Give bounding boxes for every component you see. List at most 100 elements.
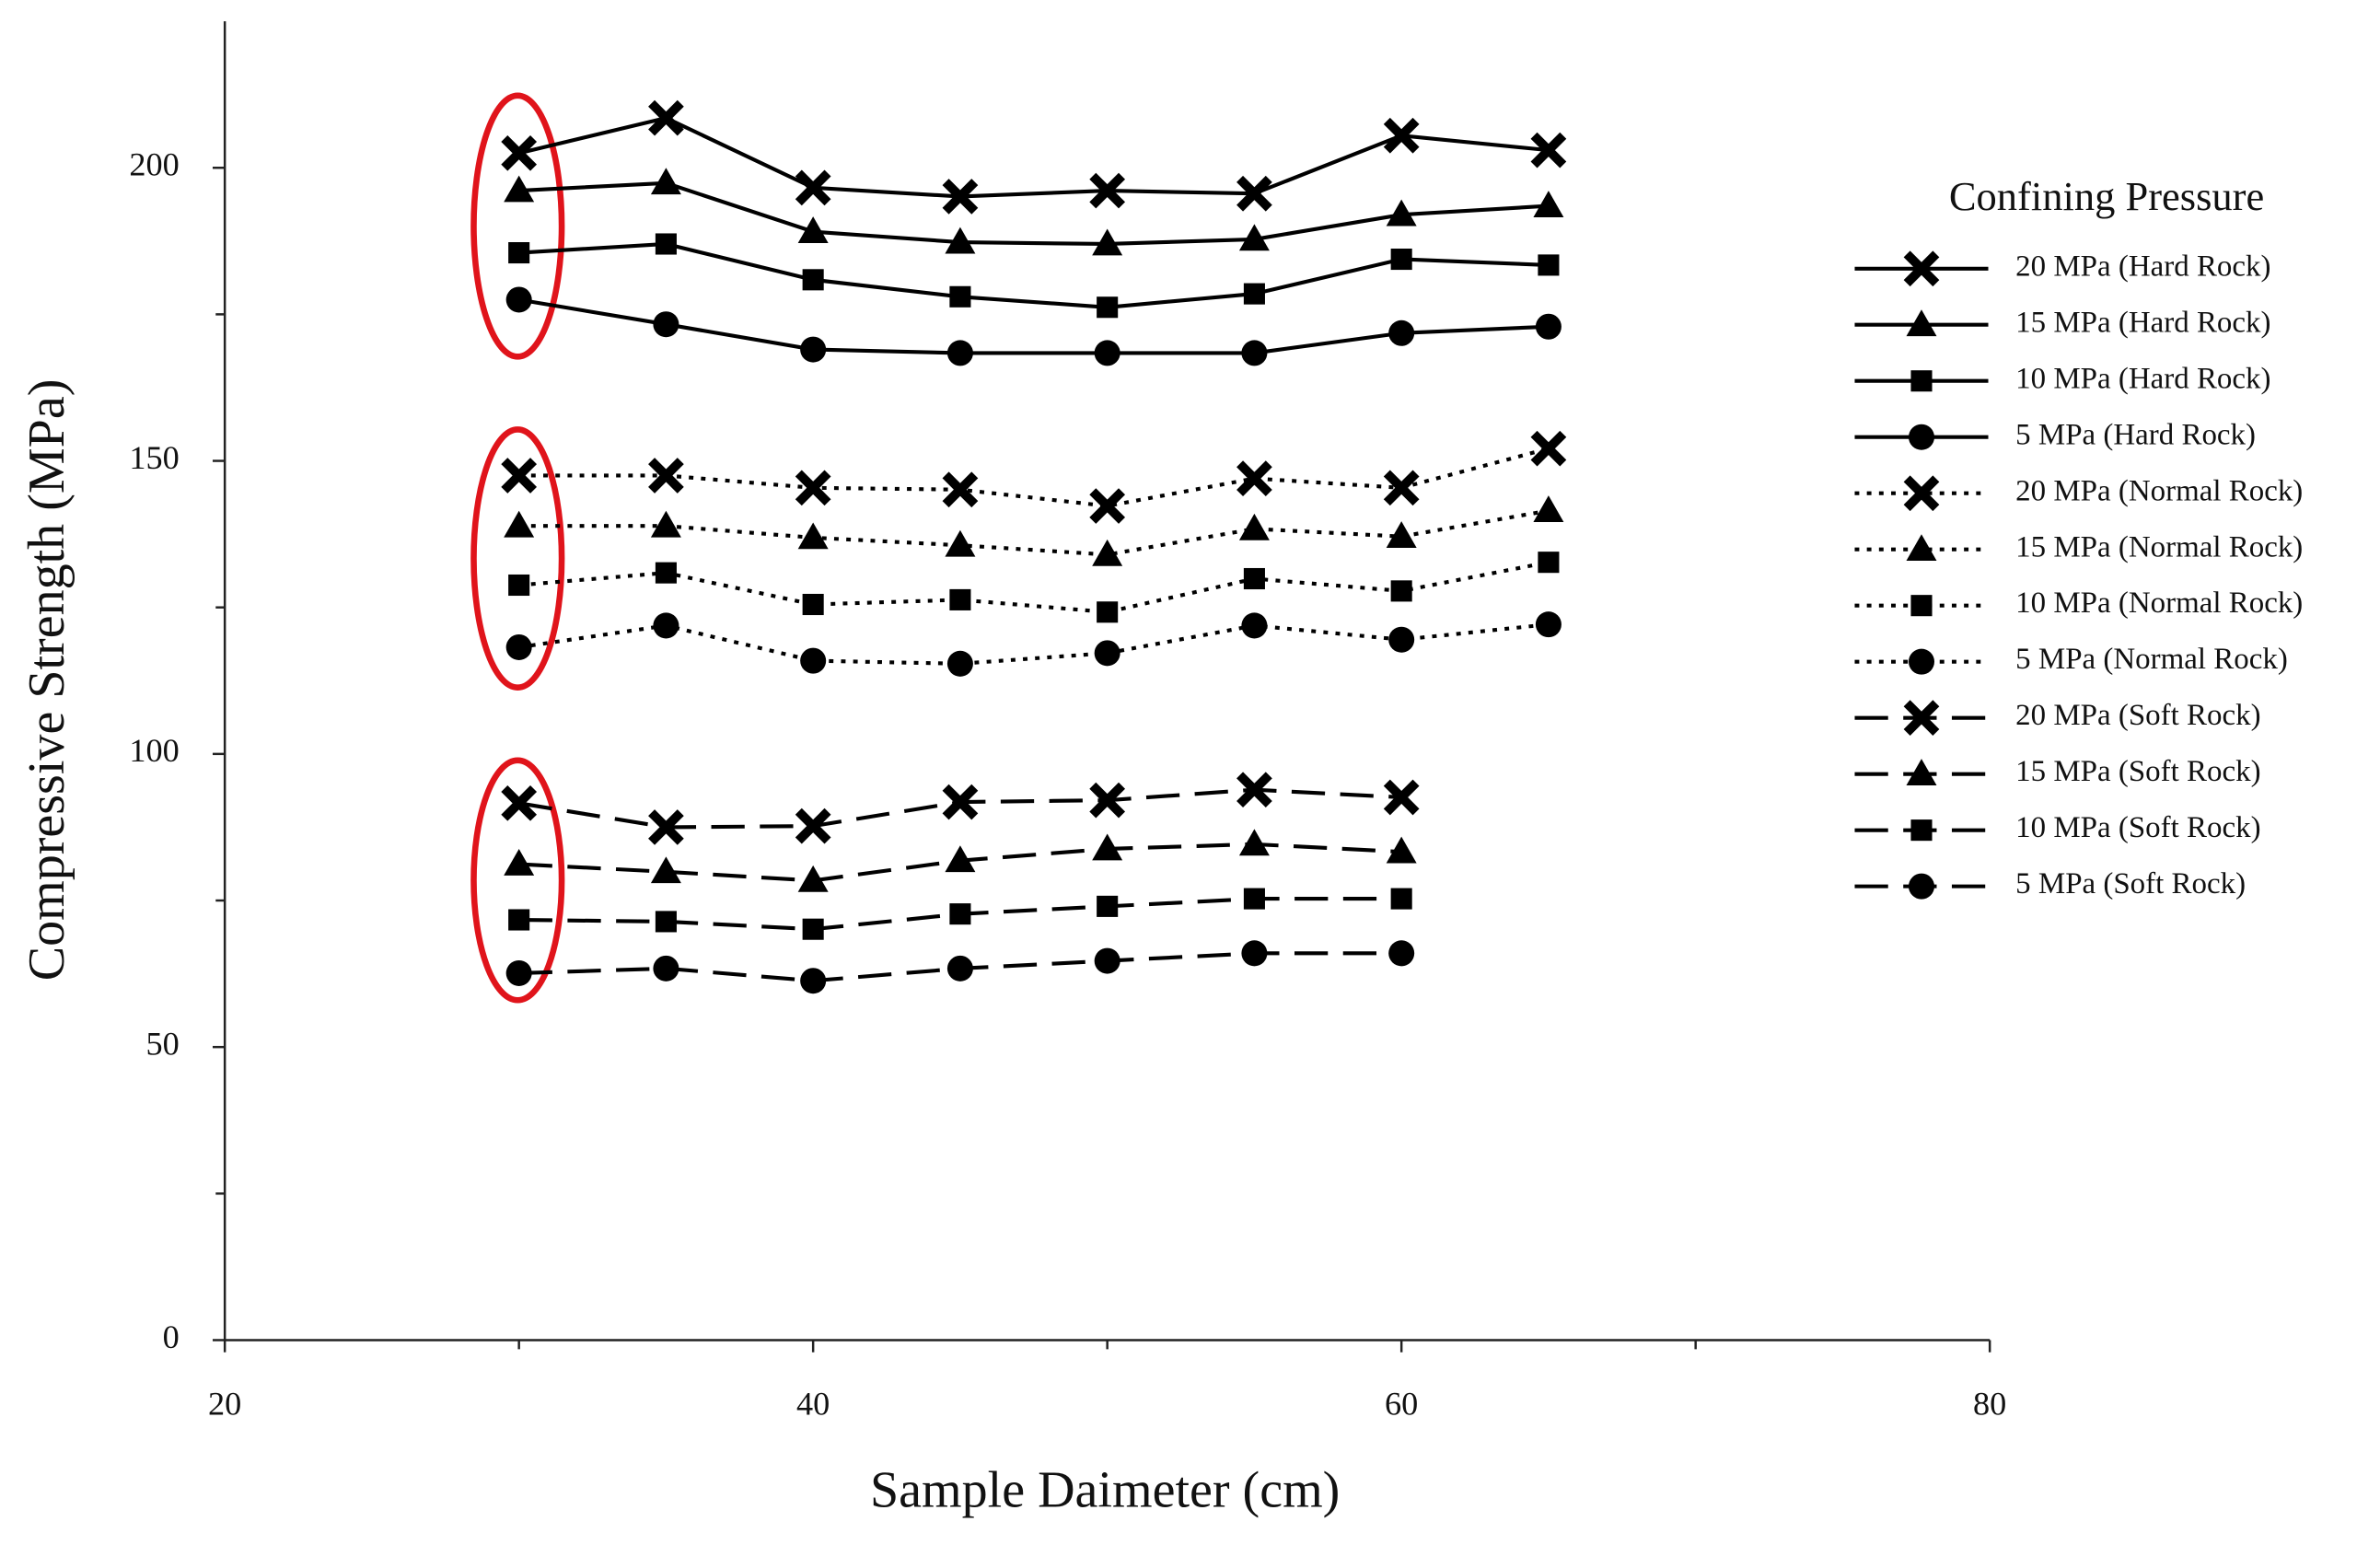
marker-triangle — [1092, 539, 1123, 566]
marker-square — [949, 588, 971, 610]
marker-triangle — [650, 510, 681, 538]
legend-label: 5 MPa (Soft Rock) — [2015, 867, 2246, 900]
marker-square — [1243, 567, 1265, 590]
marker-square — [1538, 254, 1560, 276]
marker-x — [1903, 250, 1940, 287]
marker-triangle — [1906, 534, 1937, 562]
marker-circle — [505, 959, 532, 986]
legend-label: 20 MPa (Normal Rock) — [2015, 474, 2303, 507]
series-line — [518, 508, 1550, 557]
marker-x — [1903, 700, 1940, 737]
marker-x — [942, 179, 979, 215]
marker-square — [508, 242, 530, 264]
legend-label: 20 MPa (Soft Rock) — [2015, 699, 2260, 732]
marker-x — [942, 471, 979, 508]
x-tick-label: 60 — [1385, 1385, 1418, 1422]
marker-circle — [1908, 424, 1935, 450]
marker-circle — [653, 311, 679, 338]
marker-circle — [653, 955, 679, 982]
marker-x — [1236, 175, 1272, 212]
series-line — [518, 560, 1550, 614]
marker-triangle — [1092, 228, 1123, 256]
marker-circle — [1094, 947, 1120, 974]
marker-x — [648, 809, 684, 845]
marker-triangle — [797, 865, 829, 892]
marker-square — [1390, 249, 1412, 271]
marker-triangle — [1238, 224, 1270, 251]
marker-triangle — [1906, 309, 1937, 337]
legend-label: 20 MPa (Hard Rock) — [2015, 250, 2270, 283]
marker-x — [942, 784, 979, 820]
highlight-ellipses — [470, 92, 565, 1004]
marker-square — [655, 233, 677, 255]
legend-label: 5 MPa (Normal Rock) — [2015, 643, 2288, 676]
marker-triangle — [1906, 759, 1937, 786]
marker-circle — [1535, 313, 1562, 340]
y-tick-label: 100 — [129, 732, 179, 769]
marker-triangle — [504, 510, 535, 538]
marker-triangle — [1533, 191, 1564, 217]
marker-circle — [946, 340, 973, 366]
marker-square — [1910, 595, 1933, 617]
marker-x — [1089, 782, 1126, 819]
marker-x — [1089, 172, 1126, 209]
legend-label: 15 MPa (Hard Rock) — [2015, 306, 2270, 339]
marker-triangle — [1238, 829, 1270, 856]
marker-x — [648, 99, 684, 136]
marker-square — [1243, 888, 1265, 910]
legend-label: 10 MPa (Normal Rock) — [2015, 587, 2303, 620]
highlight-ellipse — [470, 426, 565, 691]
marker-square — [655, 562, 677, 584]
marker-square — [1097, 296, 1119, 319]
marker-x — [501, 134, 538, 171]
marker-square — [1538, 552, 1560, 574]
highlight-ellipse — [470, 757, 565, 1004]
marker-square — [802, 593, 824, 616]
marker-square — [508, 574, 530, 597]
y-tick-label: 50 — [145, 1025, 179, 1062]
marker-square — [655, 911, 677, 933]
y-tick-label: 200 — [129, 146, 179, 183]
marker-square — [802, 269, 824, 291]
marker-x — [1236, 772, 1272, 808]
marker-triangle — [1533, 495, 1564, 523]
marker-square — [1243, 283, 1265, 305]
highlight-ellipse — [470, 92, 565, 360]
marker-x — [501, 784, 538, 821]
marker-x — [1383, 779, 1420, 816]
marker-x — [648, 458, 684, 494]
x-tick-label: 40 — [796, 1385, 830, 1422]
marker-triangle — [945, 845, 976, 873]
marker-x — [795, 807, 831, 844]
series-line — [518, 180, 1550, 247]
marker-triangle — [1238, 513, 1270, 540]
marker-square — [802, 918, 824, 940]
marker-triangle — [797, 522, 829, 550]
marker-circle — [946, 955, 973, 982]
marker-square — [949, 903, 971, 925]
marker-x — [1089, 488, 1126, 524]
marker-triangle — [650, 856, 681, 884]
marker-square — [1390, 580, 1412, 602]
marker-circle — [653, 612, 679, 639]
x-axis-label: Sample Daimeter (cm) — [870, 1461, 1340, 1518]
marker-x — [1530, 132, 1567, 168]
series-line — [518, 241, 1550, 309]
marker-square — [1910, 819, 1933, 842]
marker-triangle — [945, 227, 976, 254]
marker-circle — [1094, 640, 1120, 667]
marker-circle — [946, 650, 973, 677]
series-line — [518, 115, 1550, 199]
legend-label: 15 MPa (Normal Rock) — [2015, 530, 2303, 563]
marker-circle — [1094, 340, 1120, 366]
marker-x — [1530, 430, 1567, 467]
marker-triangle — [1386, 521, 1417, 549]
legend-label: 10 MPa (Soft Rock) — [2015, 811, 2260, 844]
marker-circle — [1241, 940, 1268, 967]
marker-triangle — [945, 529, 976, 557]
marker-circle — [1908, 648, 1935, 675]
y-tick-label: 150 — [129, 439, 179, 476]
series-line — [518, 447, 1550, 508]
marker-circle — [1388, 319, 1415, 346]
marker-triangle — [504, 849, 535, 876]
